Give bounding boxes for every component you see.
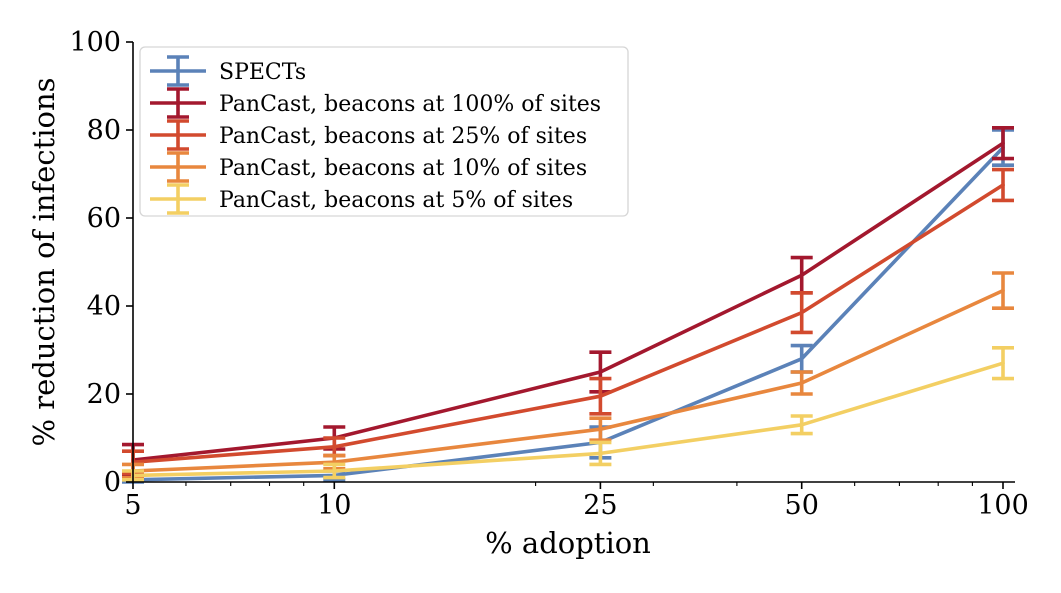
x-tick-label: 50 [785, 490, 819, 521]
y-tick-label: 0 [104, 467, 121, 498]
error-bar [992, 348, 1014, 379]
y-tick-label: 100 [69, 27, 121, 58]
x-tick-label: 5 [124, 490, 141, 521]
series-4 [122, 348, 1014, 480]
x-axis-label: % adoption [485, 526, 651, 560]
x-tick-label: 25 [583, 490, 617, 521]
legend-label: SPECTs [219, 60, 306, 85]
error-bar [791, 258, 813, 293]
series-line [133, 185, 1003, 462]
error-bar [992, 170, 1014, 201]
x-tick-label: 100 [977, 490, 1029, 521]
x-tick-label: 10 [317, 490, 351, 521]
y-tick-label: 80 [87, 115, 121, 146]
error-bar [992, 273, 1014, 308]
legend-label: PanCast, beacons at 25% of sites [219, 124, 587, 149]
legend-label: PanCast, beacons at 5% of sites [219, 188, 573, 213]
y-tick-label: 20 [87, 379, 121, 410]
legend: SPECTs PanCast, beacons at 100% of sites P… [140, 47, 628, 216]
y-tick-label: 40 [87, 291, 121, 322]
legend-label: PanCast, beacons at 10% of sites [219, 156, 587, 181]
y-axis-label: % reduction of infections [27, 77, 61, 446]
legend-label: PanCast, beacons at 100% of sites [219, 92, 601, 117]
error-bar [791, 293, 813, 333]
y-tick-label: 60 [87, 203, 121, 234]
